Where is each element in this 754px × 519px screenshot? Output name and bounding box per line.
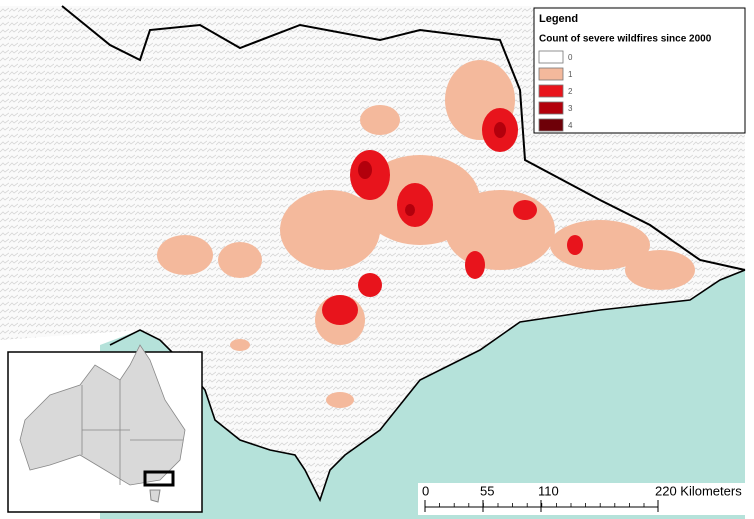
legend-swatch: [538, 84, 564, 98]
legend-label: 1: [568, 70, 573, 79]
scale-label: 110: [538, 483, 559, 498]
legend-swatch: [538, 118, 564, 132]
state-border: [61, 5, 746, 271]
legend-swatch: [538, 67, 564, 81]
legend-swatch: [538, 50, 564, 64]
legend-title: Legend: [539, 13, 578, 25]
sea: [100, 270, 745, 519]
scale-label: 55: [480, 483, 494, 498]
legend-label: 0: [568, 53, 573, 62]
scale-label: 0: [422, 483, 429, 498]
legend-label: 4: [568, 121, 573, 130]
land: [0, 6, 745, 500]
legend-label: 3: [568, 104, 573, 113]
legend: Legend Count of severe wildfires since 2…: [533, 7, 746, 134]
legend-swatch: [538, 101, 564, 115]
scale-label: 220 Kilometers: [655, 483, 742, 498]
scale-bar: 0 55 110 220 Kilometers: [418, 483, 745, 515]
fire-class-3: [358, 122, 506, 216]
legend-subtitle: Count of severe wildfires since 2000: [539, 34, 712, 45]
legend-label: 2: [568, 87, 573, 96]
inset-map: [7, 344, 203, 513]
